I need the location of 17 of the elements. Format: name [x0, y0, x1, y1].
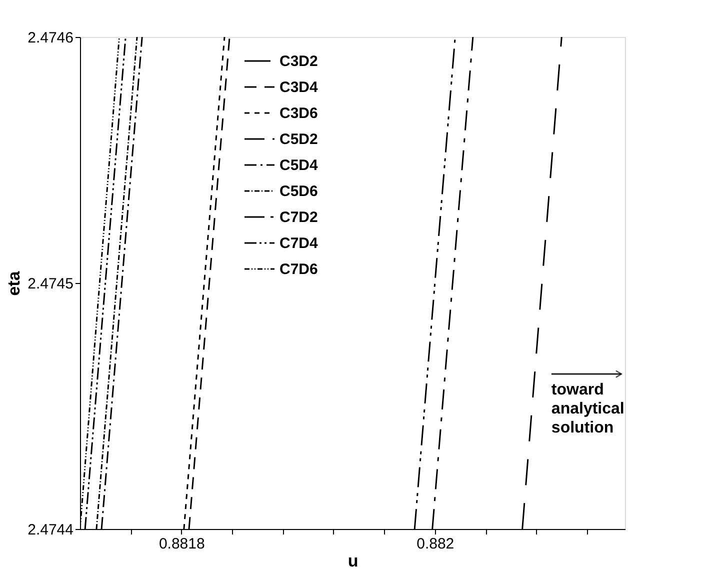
y-axis-title: eta: [4, 270, 24, 296]
legend-label: C7D2: [280, 209, 318, 226]
legend-label: C5D6: [280, 183, 318, 200]
legend-label: C3D4: [280, 79, 319, 96]
y-tick-label: 2.4746: [28, 30, 74, 46]
legend-label: C5D2: [280, 131, 318, 148]
legend-label: C7D6: [280, 261, 318, 278]
x-tick-label: 0.8818: [158, 536, 205, 552]
x-tick-label: 0.882: [416, 536, 454, 552]
x-axis-title: u: [348, 552, 358, 570]
y-tick-label: 2.4744: [28, 522, 74, 538]
legend-label: C3D2: [280, 53, 318, 70]
legend-label: C5D4: [280, 157, 319, 174]
legend-label: C3D6: [280, 105, 318, 122]
y-tick-label: 2.4745: [28, 276, 74, 292]
legend-label: C7D4: [280, 235, 319, 252]
annotation: toward analytical solution: [551, 381, 624, 436]
